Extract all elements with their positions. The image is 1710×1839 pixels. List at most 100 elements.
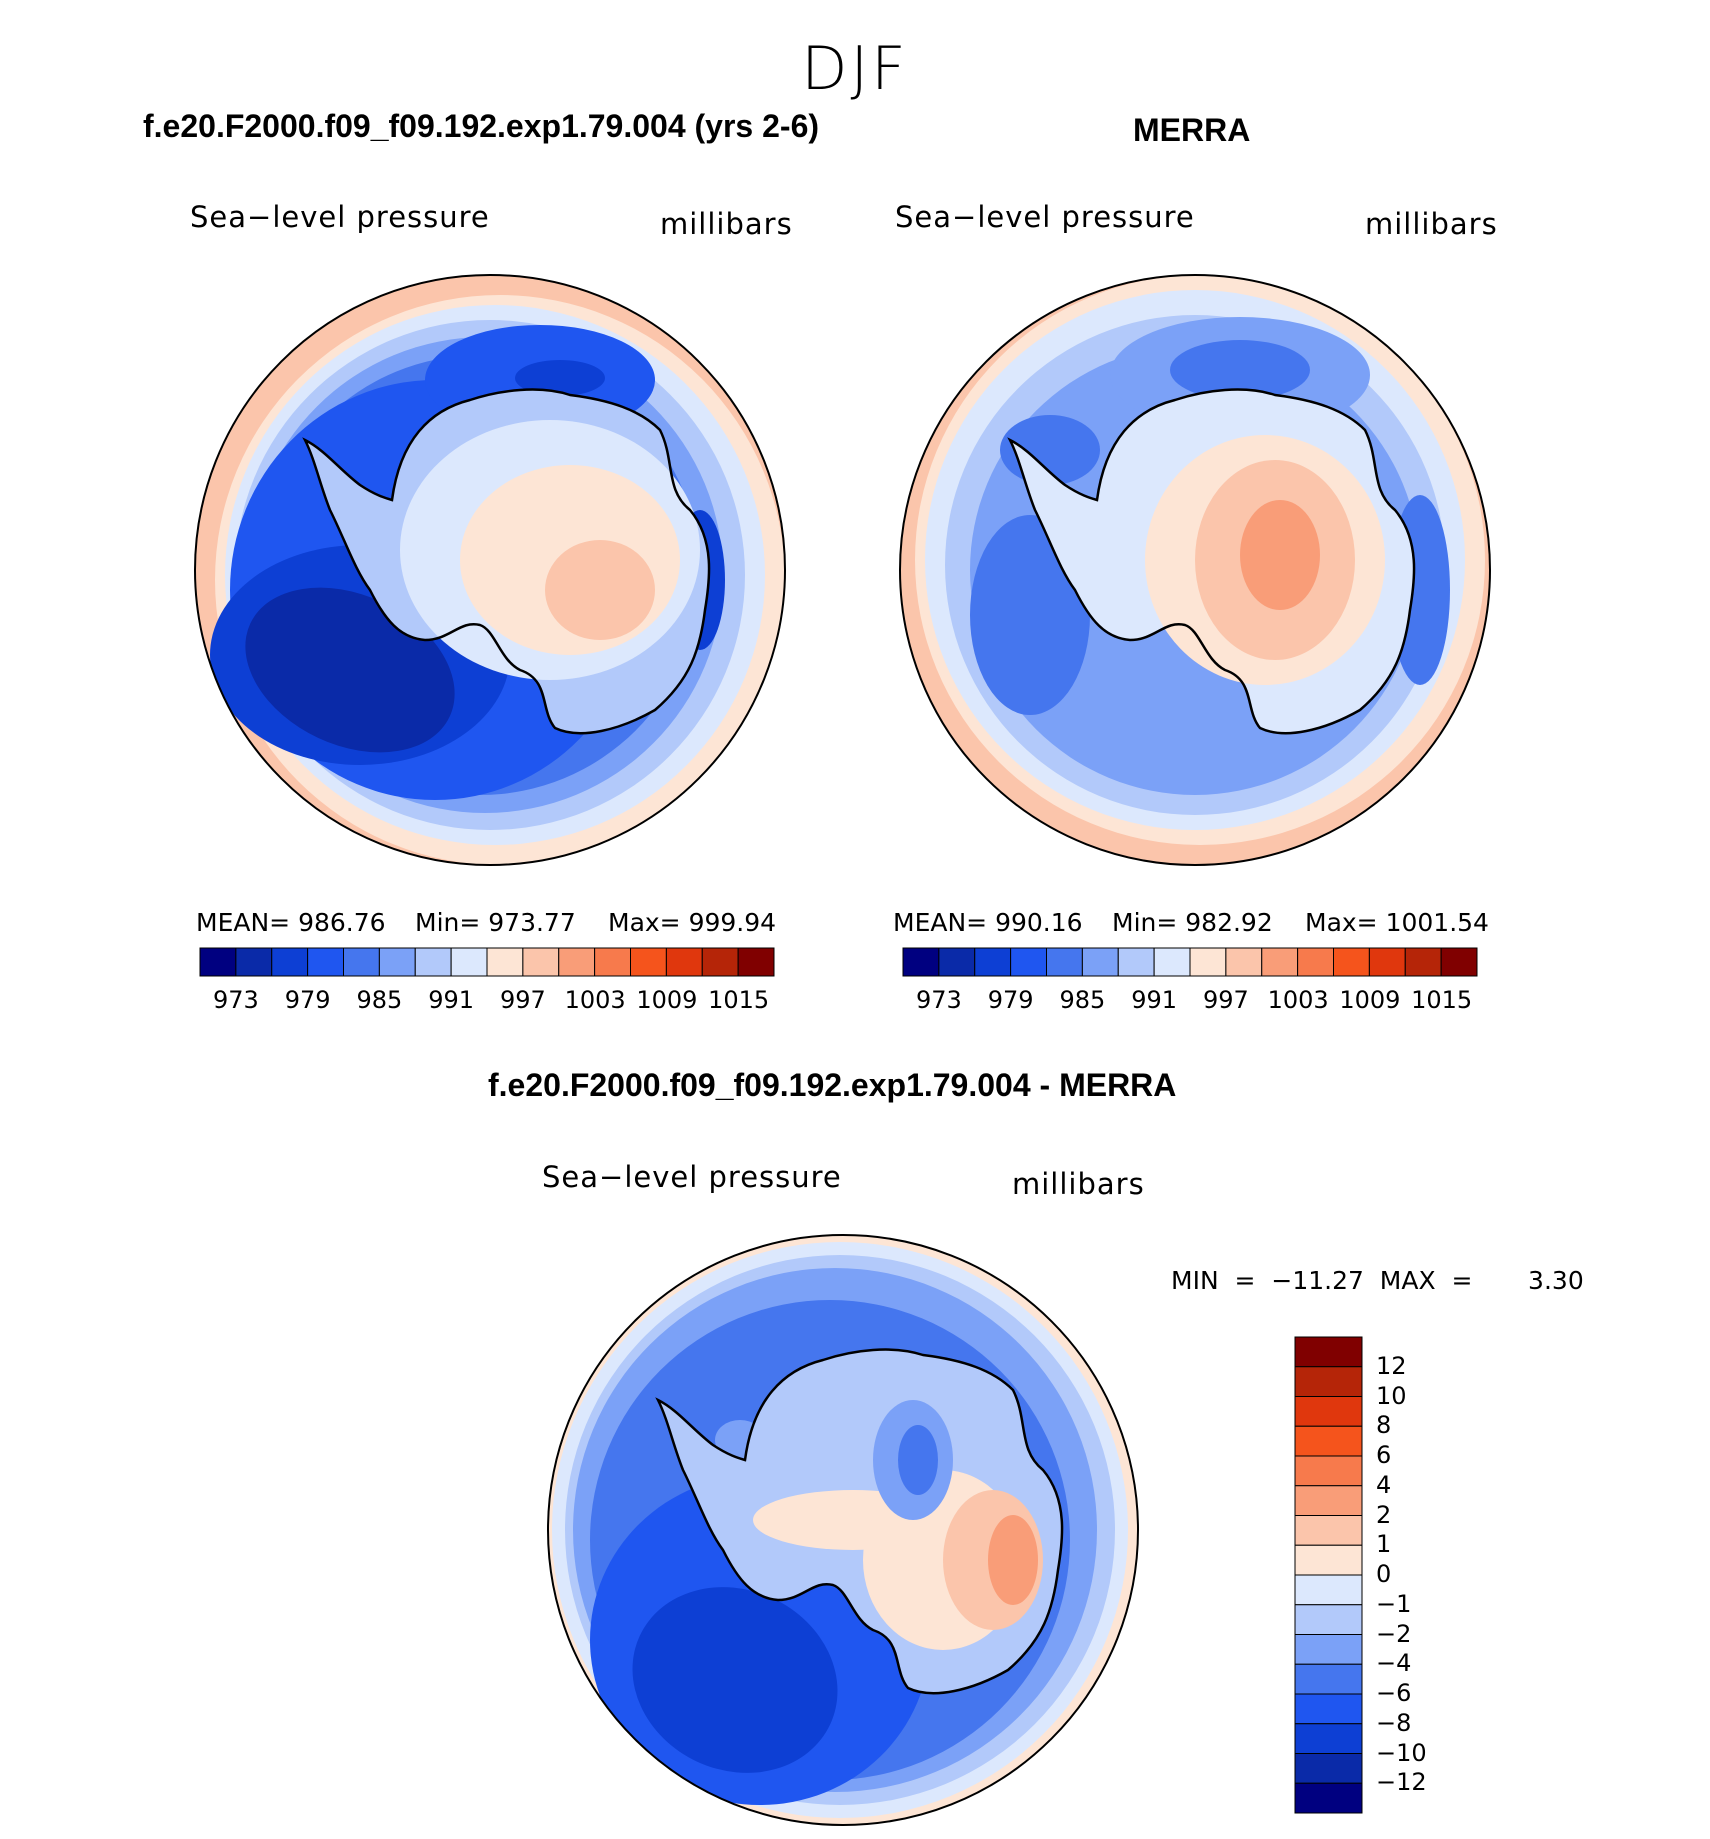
left-units-label: millibars (660, 207, 793, 241)
left-colorbar-swatch (271, 947, 309, 977)
right-colorbar-swatch (1153, 947, 1191, 977)
left-colorbar-swatch (307, 947, 344, 977)
right-colorbar-swatch (1368, 947, 1406, 977)
diff-minmax-stat: MIN = −11.27 MAX = 3.30 (1171, 1266, 1584, 1295)
right-colorbar-tick-label: 979 (987, 986, 1034, 1014)
right-min-stat: Min= 982.92 (1112, 908, 1273, 937)
diff-colorbar-tick-label: 1 (1376, 1530, 1392, 1559)
right-colorbar-tick-label: 1009 (1339, 986, 1401, 1014)
left-polar-map (195, 275, 785, 865)
right-colorbar-swatch (902, 947, 940, 977)
left-colorbar-tick-label: 985 (356, 986, 403, 1014)
diff-colorbar-tick-label: −12 (1376, 1768, 1427, 1797)
diff-units-label: millibars (1012, 1167, 1145, 1201)
diff-colorbar-tick-label: 12 (1376, 1351, 1407, 1380)
diff-colorbar-swatch (1294, 1723, 1363, 1754)
diff-polar-map (548, 1235, 1138, 1825)
right-colorbar-tick-label: 991 (1131, 986, 1178, 1014)
right-colorbar-swatch (1261, 947, 1299, 977)
right-colorbar-swatch (1081, 947, 1119, 977)
left-colorbar-swatch (630, 947, 667, 977)
figure-title: DJF (801, 34, 909, 104)
left-colorbar-swatch (343, 947, 380, 977)
right-colorbar-swatch (974, 947, 1012, 977)
right-colorbar-tick-label: 973 (915, 986, 962, 1014)
left-colorbar (199, 947, 775, 977)
left-colorbar-swatch (199, 947, 237, 977)
left-colorbar-swatch (414, 947, 452, 977)
left-colorbar-swatch (522, 947, 560, 977)
diff-colorbar-tick-label: −1 (1376, 1589, 1412, 1618)
diff-colorbar-swatch (1294, 1693, 1363, 1725)
diff-colorbar-swatch (1294, 1425, 1363, 1457)
diff-colorbar-swatch (1294, 1366, 1363, 1397)
right-polar-map (900, 275, 1490, 865)
right-colorbar (902, 947, 1478, 977)
diff-colorbar-tick-label: 0 (1376, 1560, 1392, 1588)
left-min-stat: Min= 973.77 (415, 908, 576, 937)
diff-colorbar-tick-label: 8 (1376, 1411, 1392, 1440)
diff-colorbar-swatch (1294, 1663, 1363, 1695)
right-colorbar-swatch (1046, 947, 1083, 977)
diff-colorbar-swatch (1294, 1634, 1363, 1665)
diff-variable-label: Sea−level pressure (542, 1160, 842, 1194)
diff-colorbar-swatch (1294, 1574, 1363, 1606)
diff-colorbar-swatch (1294, 1782, 1363, 1814)
diff-colorbar-tick-label: 2 (1376, 1500, 1392, 1529)
left-colorbar-swatch (450, 947, 488, 977)
left-colorbar-tick-label: 1009 (636, 986, 698, 1014)
diff-colorbar-swatch (1294, 1455, 1363, 1487)
diff-colorbar-swatch (1294, 1753, 1363, 1784)
right-colorbar-tick-label: 1015 (1411, 986, 1473, 1014)
left-colorbar-swatch (235, 947, 273, 977)
left-variable-label: Sea−level pressure (190, 200, 490, 234)
diff-colorbar-tick-label: −4 (1376, 1649, 1412, 1678)
diff-colorbar-tick-label: −6 (1376, 1679, 1412, 1707)
right-colorbar-tick-label: 1003 (1267, 986, 1329, 1014)
left-colorbar-swatch (701, 947, 739, 977)
right-colorbar-swatch (1297, 947, 1334, 977)
right-colorbar-swatch (1333, 947, 1370, 977)
right-colorbar-tick-label: 985 (1059, 986, 1106, 1014)
left-colorbar-tick-label: 1015 (708, 986, 770, 1014)
left-max-stat: Max= 999.94 (608, 908, 777, 937)
left-mean-stat: MEAN= 986.76 (196, 908, 386, 937)
right-colorbar-swatch (1440, 947, 1478, 977)
right-variable-label: Sea−level pressure (895, 200, 1195, 234)
diff-colorbar-swatch (1294, 1396, 1363, 1427)
diff-colorbar-swatch (1294, 1485, 1363, 1516)
right-map-border (899, 274, 1491, 866)
diff-colorbar-swatch (1294, 1336, 1363, 1368)
diff-colorbar-tick-label: 4 (1376, 1470, 1392, 1499)
diff-colorbar-tick-label: −8 (1376, 1708, 1412, 1737)
left-colorbar-tick-label: 979 (284, 986, 331, 1014)
left-colorbar-swatch (737, 947, 775, 977)
left-colorbar-swatch (558, 947, 596, 977)
right-units-label: millibars (1365, 207, 1498, 241)
right-colorbar-swatch (1010, 947, 1047, 977)
right-colorbar-swatch (1225, 947, 1263, 977)
left-colorbar-swatch (378, 947, 416, 977)
right-colorbar-swatch (1117, 947, 1155, 977)
diff-panel-title: f.e20.F2000.f09_f09.192.exp1.79.004 - ME… (488, 1067, 1177, 1103)
left-map-border (194, 274, 786, 866)
diff-map-border (547, 1234, 1139, 1826)
left-colorbar-swatch (665, 947, 703, 977)
left-colorbar-swatch (486, 947, 524, 977)
left-colorbar-tick-label: 1003 (564, 986, 626, 1014)
diff-colorbar-tick-label: 6 (1376, 1441, 1392, 1469)
right-colorbar-swatch (1404, 947, 1442, 977)
left-colorbar-tick-label: 991 (428, 986, 475, 1014)
right-colorbar-tick-label: 997 (1202, 986, 1249, 1014)
left-panel-title: f.e20.F2000.f09_f09.192.exp1.79.004 (yrs… (143, 108, 820, 144)
right-max-stat: Max= 1001.54 (1305, 908, 1489, 937)
diff-colorbar-tick-label: −10 (1376, 1738, 1427, 1767)
right-mean-stat: MEAN= 990.16 (893, 908, 1083, 937)
left-colorbar-tick-label: 997 (499, 986, 546, 1014)
diff-colorbar-swatch (1294, 1544, 1363, 1576)
left-colorbar-swatch (594, 947, 631, 977)
right-panel-title: MERRA (1133, 112, 1251, 148)
diff-colorbar-tick-label: 10 (1376, 1381, 1407, 1410)
right-colorbar-swatch (1189, 947, 1227, 977)
